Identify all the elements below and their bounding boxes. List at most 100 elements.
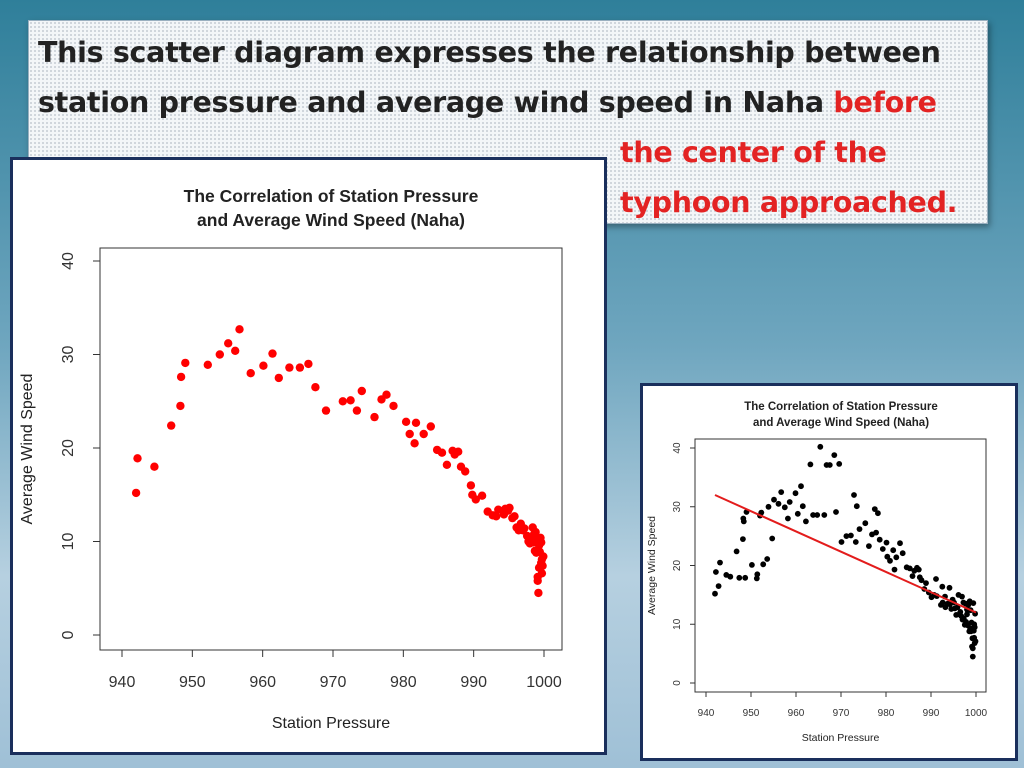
data-point [785,515,791,522]
data-point [167,421,176,430]
data-point [769,535,776,542]
y-tick-label: 40 [672,442,683,454]
plot-frame [99,247,563,651]
banner-emphasis-before: before [833,86,937,119]
x-tick-label: 950 [743,708,760,719]
y-tick-label: 30 [60,346,77,364]
banner-text: This scatter diagram expresses the relat… [38,28,978,228]
data-point [176,401,185,411]
data-point [871,506,878,512]
data-point [370,412,379,422]
x-tick-label: 940 [698,708,715,719]
data-point [235,325,244,334]
data-point [531,527,540,537]
data-point [939,599,946,606]
y-tick-label: 20 [60,439,77,457]
data-point [231,346,240,355]
data-point [727,573,734,580]
data-point [713,569,719,575]
data-point [268,349,277,358]
data-point [442,460,452,469]
data-point [749,562,755,568]
banner-line-2-text: station pressure and average wind speed … [38,86,834,119]
data-point [534,588,543,598]
data-point [909,573,916,579]
x-tick-label: 980 [390,674,417,691]
x-tick-label: 1000 [526,674,562,691]
data-point [853,503,860,510]
data-point [405,429,414,439]
data-point [736,574,743,581]
data-point [224,339,233,348]
x-tick-label: 980 [878,708,895,719]
banner-line-3: the center of the [620,136,887,169]
data-point [176,372,186,382]
data-point [781,504,788,511]
data-point [971,624,978,631]
data-point [893,554,900,561]
data-point [733,548,740,555]
data-point [848,532,854,539]
x-tick-label: 990 [460,674,487,691]
data-point [764,556,771,562]
data-point [814,512,821,518]
data-point [246,369,255,378]
data-point [437,448,447,457]
chart-title-line-1: The Correlation of Station Pressure [744,401,938,413]
data-point [799,503,806,510]
data-point [740,518,747,525]
y-tick-label: 20 [672,560,683,572]
data-point [410,439,419,448]
data-point [533,576,542,585]
data-point [964,611,970,618]
data-point [821,512,828,518]
banner-line-2: station pressure and average wind speed … [38,78,978,128]
data-point [959,593,965,600]
data-point [133,454,142,463]
chart-title-line-2: and Average Wind Speed (Naha) [753,417,929,429]
data-point [510,512,519,521]
data-point [807,461,814,468]
data-point [890,547,897,554]
x-tick-label: 960 [788,708,805,719]
data-point [537,569,547,578]
data-point [771,496,777,503]
data-point [843,533,850,539]
data-point [717,559,723,566]
data-point [537,538,546,547]
data-point [477,491,487,500]
data-point [891,566,898,573]
x-tick-label: 950 [179,674,206,691]
x-tick-label: 970 [833,708,850,719]
data-point [715,583,722,589]
data-point [321,406,331,415]
banner-line-1: This scatter diagram expresses the relat… [38,36,941,69]
data-point [972,638,979,645]
data-point [775,500,782,507]
right-chart-panel: The Correlation of Station Pressure and A… [640,383,1018,761]
y-axis-title: Average Wind Speed [19,374,36,525]
data-point [754,571,761,578]
y-axis-title: Average Wind Speed [646,516,658,615]
data-point [538,561,547,570]
data-point [352,406,362,415]
data-point [357,386,366,396]
chart-title-line-2: and Average Wind Speed (Naha) [197,210,465,230]
data-point [826,462,833,468]
x-tick-label: 940 [109,674,136,691]
data-point [884,553,891,560]
data-point [862,520,869,527]
scatter-chart-black-regression: The Correlation of Station Pressure and A… [646,401,988,744]
data-point [969,653,976,660]
data-point [803,518,809,525]
y-tick-label: 0 [60,630,77,639]
data-point [295,363,305,372]
data-point [539,552,548,561]
data-point [970,600,977,606]
data-point [836,461,843,467]
data-point [879,546,886,552]
data-point [946,584,953,591]
data-point [742,574,749,581]
data-point [426,422,435,431]
data-point [969,645,976,652]
